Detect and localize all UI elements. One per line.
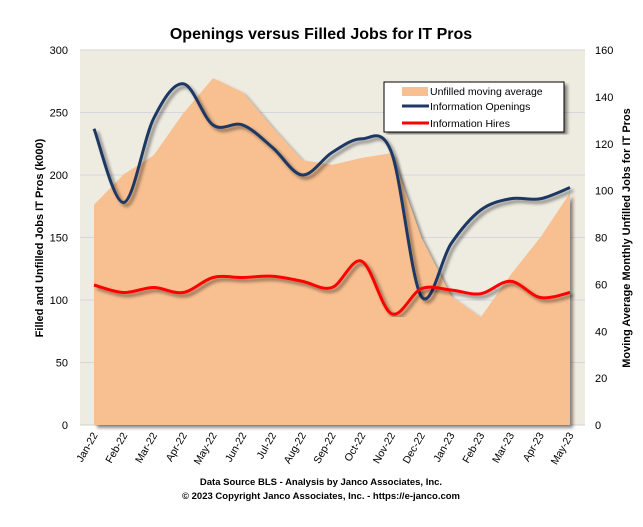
x-tick-label: May-23 xyxy=(549,430,577,466)
x-tick-label: Feb-23 xyxy=(460,430,487,465)
x-tick-label: Mar-23 xyxy=(490,430,517,465)
footer-copyright: © 2023 Copyright Janco Associates, Inc. … xyxy=(182,491,460,502)
line-information-openings xyxy=(92,82,571,301)
legend-swatch-unfilled xyxy=(402,87,428,96)
footer-source: Data Source BLS - Analysis by Janco Asso… xyxy=(200,477,442,488)
y-tick-label: 300 xyxy=(50,45,68,57)
y2-tick-label: 80 xyxy=(595,233,607,245)
x-tick-label: Mar-22 xyxy=(133,430,160,465)
legend: Unfilled moving average Information Open… xyxy=(383,81,565,133)
y2-tick-label: 120 xyxy=(595,139,613,151)
x-tick-label: Jul-22 xyxy=(254,430,279,461)
x-tick-label: May-22 xyxy=(192,430,220,466)
x-tick-label: Dec-22 xyxy=(401,430,428,465)
y2-tick-label: 60 xyxy=(595,279,607,291)
x-tick-label: Nov-22 xyxy=(371,430,398,465)
x-tick-label: Apr-23 xyxy=(521,430,547,463)
x-tick-label: Aug-22 xyxy=(282,430,309,465)
x-tick-label: Jun-22 xyxy=(223,430,250,464)
line-information-hires xyxy=(93,259,571,316)
chart-title: Openings versus Filled Jobs for IT Pros xyxy=(170,26,472,43)
x-tick-label: Feb-22 xyxy=(103,430,130,465)
y2-tick-label: 0 xyxy=(595,420,601,432)
x-tick-label: Jan-22 xyxy=(74,430,101,464)
y2-tick-label: 160 xyxy=(595,45,613,57)
y2-tick-label: 20 xyxy=(595,373,607,385)
y-tick-label: 250 xyxy=(50,108,68,120)
y-tick-label: 150 xyxy=(50,233,68,245)
y2-tick-label: 40 xyxy=(595,326,607,338)
x-tick-label: Apr-22 xyxy=(164,430,190,463)
y-tick-label: 50 xyxy=(56,358,68,370)
y-tick-label: 100 xyxy=(50,295,68,307)
x-tick-label: Sep-22 xyxy=(311,430,338,465)
legend-label-unfilled: Unfilled moving average xyxy=(430,86,543,98)
area-unfilled-moving-average xyxy=(94,78,570,425)
y-tick-label: 0 xyxy=(62,420,68,432)
y-tick-label: 200 xyxy=(50,170,68,182)
y2-axis-label: Moving Average Monthly Unfilled Jobs for… xyxy=(621,108,633,368)
x-tick-label: Jan-23 xyxy=(431,430,458,464)
legend-label-hires: Information Hires xyxy=(430,118,510,130)
y-axis-label: Filled and Unfilled Jobs IT Pros (k000) xyxy=(34,138,46,337)
legend-label-openings: Information Openings xyxy=(430,101,530,113)
y2-tick-label: 100 xyxy=(595,186,613,198)
x-tick-label: Oct-22 xyxy=(342,430,368,463)
y2-tick-label: 140 xyxy=(595,92,613,104)
